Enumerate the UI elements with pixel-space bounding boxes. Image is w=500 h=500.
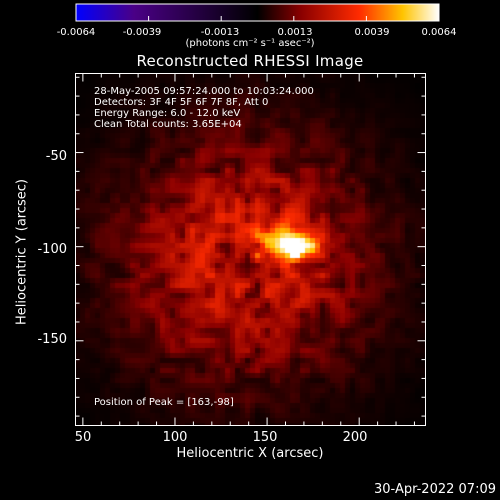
y-tick-label: -100 xyxy=(37,242,67,257)
chart-title: Reconstructed RHESSI Image xyxy=(136,52,364,70)
colorbar-unit-label: (photons cm⁻² s⁻¹ asec⁻²) xyxy=(185,38,315,49)
y-tick-label: -150 xyxy=(37,332,67,347)
info-line-energy-range: Energy Range: 6.0 - 12.0 keV xyxy=(94,108,241,119)
y-tick-label: -50 xyxy=(45,149,67,164)
x-tick-label: 50 xyxy=(74,430,92,445)
x-tick-label: 100 xyxy=(162,430,188,445)
colorbar-tick-label: 0.0013 xyxy=(277,27,313,38)
colorbar-tick-label: -0.0039 xyxy=(122,27,162,38)
x-tick-label: 150 xyxy=(252,430,278,445)
timestamp: 30-Apr-2022 07:09 xyxy=(374,482,496,497)
x-axis-label: Heliocentric X (arcsec) xyxy=(176,446,324,461)
colorbar-tick-label: -0.0064 xyxy=(56,27,96,38)
colorbar-tick-label: 0.0039 xyxy=(354,27,390,38)
heatmap-image xyxy=(75,73,425,425)
info-line-time-range: 28-May-2005 09:57:24.000 to 10:03:24.000 xyxy=(94,86,314,97)
x-tick-label: 200 xyxy=(342,430,368,445)
y-axis-label: Heliocentric Y (arcsec) xyxy=(14,179,30,325)
colorbar xyxy=(75,3,440,22)
peak-position-text: Position of Peak = [163,-98] xyxy=(94,397,234,408)
plot-frame xyxy=(75,73,426,426)
colorbar-tick-label: -0.0013 xyxy=(200,27,240,38)
info-line-detectors: Detectors: 3F 4F 5F 6F 7F 8F, Att 0 xyxy=(94,97,269,108)
colorbar-tick-label: 0.0064 xyxy=(421,27,457,38)
colorbar-gradient xyxy=(75,3,440,22)
info-line-total-counts: Clean Total counts: 3.65E+04 xyxy=(94,119,242,130)
